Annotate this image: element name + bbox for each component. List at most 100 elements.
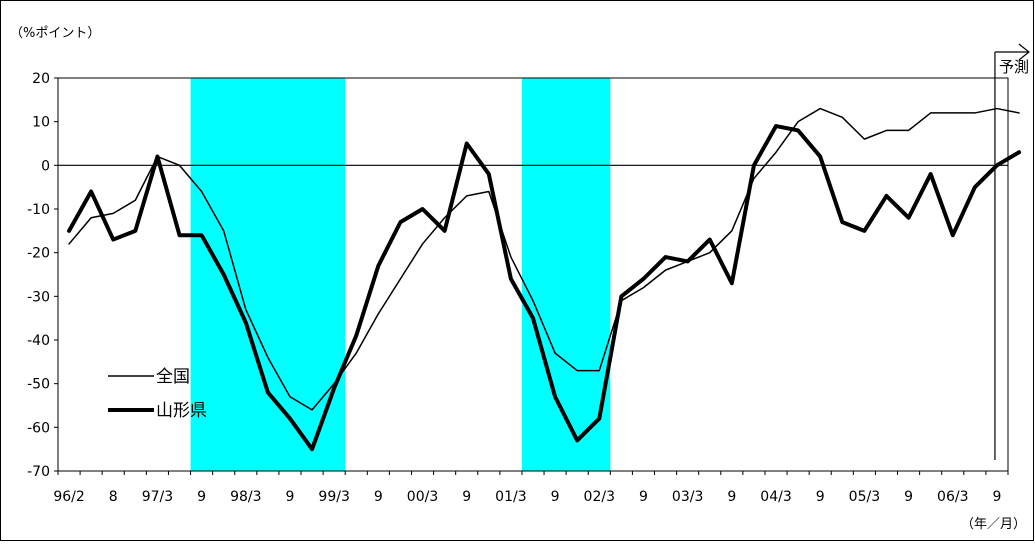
shaded-periods xyxy=(190,78,611,471)
data-point-s1 xyxy=(797,120,799,122)
data-point-s1 xyxy=(267,356,269,358)
data-point-s1 xyxy=(532,300,534,302)
data-point-s2 xyxy=(466,142,468,144)
data-point-s1 xyxy=(399,278,401,280)
data-point-s2 xyxy=(245,321,247,323)
data-point-s2 xyxy=(443,230,445,232)
data-point-s1 xyxy=(134,199,136,201)
x-tick-label: 04/3 xyxy=(760,489,791,505)
x-tick-label: 9 xyxy=(904,489,913,505)
y-tick-label: -10 xyxy=(27,202,50,218)
data-point-s2 xyxy=(576,439,578,441)
data-point-s2 xyxy=(510,278,512,280)
data-point-s2 xyxy=(952,234,954,236)
data-point-s2 xyxy=(974,186,976,188)
data-point-s2 xyxy=(90,190,92,192)
x-tick-label: 96/2 xyxy=(53,489,84,505)
legend-label-1: 全国 xyxy=(156,367,190,387)
data-point-s1 xyxy=(642,286,644,288)
shaded-period-1 xyxy=(190,78,346,471)
x-tick-label: 9 xyxy=(639,489,648,505)
data-point-s1 xyxy=(466,195,468,197)
data-point-s1 xyxy=(885,129,887,131)
data-point-s1 xyxy=(421,243,423,245)
x-tick-label: 9 xyxy=(197,489,206,505)
forecast-marker: 予測 xyxy=(994,43,1030,460)
y-tick-label: 10 xyxy=(32,115,50,131)
x-tick-label: 9 xyxy=(551,489,560,505)
data-point-s2 xyxy=(709,238,711,240)
data-point-s1 xyxy=(200,190,202,192)
data-point-s2 xyxy=(996,164,998,166)
data-point-s1 xyxy=(311,409,313,411)
data-point-s2 xyxy=(421,208,423,210)
data-point-s2 xyxy=(554,396,556,398)
x-tick-label: 97/3 xyxy=(142,489,173,505)
series-line-2 xyxy=(67,124,1022,452)
data-point-s2 xyxy=(134,230,136,232)
data-point-s1 xyxy=(289,396,291,398)
data-point-s1 xyxy=(819,107,821,109)
data-point-s2 xyxy=(68,230,70,232)
x-tick-label: 00/3 xyxy=(407,489,438,505)
forecast-arrow-head xyxy=(1018,43,1030,61)
x-tick-label: 9 xyxy=(727,489,736,505)
data-point-s2 xyxy=(178,234,180,236)
y-tick-label: -30 xyxy=(27,289,50,305)
shaded-period-2 xyxy=(521,78,611,471)
data-point-s2 xyxy=(775,125,777,127)
data-point-s1 xyxy=(907,129,909,131)
data-point-s2 xyxy=(686,260,688,262)
data-point-s1 xyxy=(598,369,600,371)
x-tick-label: 9 xyxy=(374,489,383,505)
data-point-s2 xyxy=(532,317,534,319)
data-point-s2 xyxy=(885,195,887,197)
y-unit-label: （%ポイント） xyxy=(10,26,100,41)
data-point-s2 xyxy=(399,221,401,223)
data-point-s1 xyxy=(68,243,70,245)
x-tick-label: 9 xyxy=(816,489,825,505)
data-point-s1 xyxy=(952,112,954,114)
data-point-s1 xyxy=(731,230,733,232)
data-point-s2 xyxy=(819,155,821,157)
data-point-s2 xyxy=(112,238,114,240)
data-point-s2 xyxy=(642,278,644,280)
x-tick-label: 02/3 xyxy=(584,489,615,505)
x-tick-label: 98/3 xyxy=(230,489,261,505)
data-point-s2 xyxy=(907,217,909,219)
data-point-s1 xyxy=(974,112,976,114)
data-point-s2 xyxy=(620,295,622,297)
data-point-s2 xyxy=(289,417,291,419)
y-tick-label: -20 xyxy=(27,246,50,262)
plot-area-border xyxy=(57,77,1009,472)
data-point-s2 xyxy=(200,234,202,236)
data-point-s1 xyxy=(488,190,490,192)
data-point-s2 xyxy=(841,221,843,223)
data-point-s2 xyxy=(355,334,357,336)
data-point-s1 xyxy=(245,308,247,310)
data-point-s2 xyxy=(222,273,224,275)
data-point-s1 xyxy=(355,352,357,354)
y-tick-label: 0 xyxy=(41,158,50,174)
data-point-s1 xyxy=(112,212,114,214)
data-point-s2 xyxy=(753,164,755,166)
data-point-s1 xyxy=(775,151,777,153)
data-point-s1 xyxy=(929,112,931,114)
data-point-s2 xyxy=(488,173,490,175)
data-point-s1 xyxy=(554,352,556,354)
data-point-s1 xyxy=(510,256,512,258)
data-point-s1 xyxy=(90,217,92,219)
data-point-s1 xyxy=(222,230,224,232)
data-point-s2 xyxy=(333,387,335,389)
x-tick-label: 06/3 xyxy=(937,489,968,505)
data-point-s2 xyxy=(377,265,379,267)
legend-label-2: 山形県 xyxy=(156,401,207,421)
x-tick-label: 9 xyxy=(462,489,471,505)
y-tick-label: -50 xyxy=(27,377,50,393)
data-point-s2 xyxy=(664,256,666,258)
x-tick-label: 03/3 xyxy=(672,489,703,505)
